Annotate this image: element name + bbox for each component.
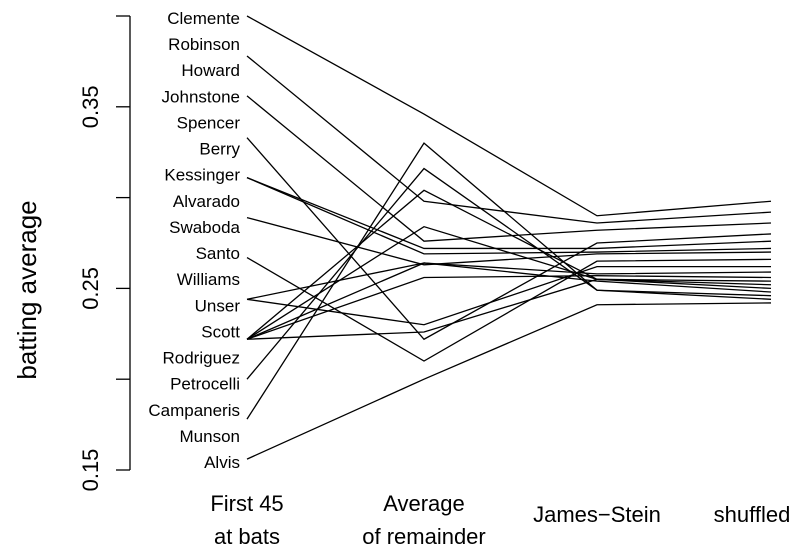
player-label-petrocelli: Petrocelli — [170, 375, 240, 394]
series-line-williams — [246, 275, 772, 340]
x-category-label: First 45 — [210, 491, 283, 516]
x-category-label: at bats — [214, 524, 280, 549]
y-tick-label: 0.15 — [78, 449, 103, 492]
player-label-alvarado: Alvarado — [173, 192, 240, 211]
player-label-williams: Williams — [177, 270, 240, 289]
series-line-robinson — [246, 55, 772, 224]
player-label-swaboda: Swaboda — [169, 218, 240, 237]
player-label-santo: Santo — [196, 244, 240, 263]
player-label-spencer: Spencer — [177, 113, 241, 132]
y-tick-label: 0.25 — [78, 267, 103, 310]
player-label-scott: Scott — [201, 322, 240, 341]
x-axis: First 45 at bats Average of remainder James−… — [210, 491, 790, 549]
series-line-unser — [246, 189, 772, 340]
series-line-petrocelli — [246, 262, 772, 340]
series-line-spencer — [246, 177, 772, 250]
series-line-kessinger — [246, 216, 772, 266]
x-category-label: James−Stein — [533, 502, 661, 527]
series-line-campaneris — [246, 167, 772, 380]
series-line-alvis — [246, 302, 772, 460]
player-label-clemente: Clemente — [167, 9, 240, 28]
y-axis: 0.15 0.25 0.35 — [78, 15, 131, 492]
x-category-label: shuffled — [714, 502, 791, 527]
player-label-unser: Unser — [195, 296, 241, 315]
player-label-campaneris: Campaneris — [148, 401, 240, 420]
player-labels: Clemente Robinson Howard Johnstone Spencer Be… — [148, 9, 240, 472]
series-line-clemente — [246, 15, 772, 217]
x-category-label: of remainder — [362, 524, 486, 549]
player-label-alvis: Alvis — [204, 453, 240, 472]
series-line-scott — [246, 278, 772, 340]
player-label-berry: Berry — [199, 140, 240, 159]
player-label-howard: Howard — [181, 61, 240, 80]
series-line-rodriguez — [246, 225, 772, 340]
series-line-swaboda — [246, 265, 771, 326]
y-axis-label: batting average — [12, 200, 42, 379]
player-label-munson: Munson — [180, 427, 240, 446]
series-line-alvarado — [246, 256, 772, 362]
series-line-munson — [246, 142, 772, 420]
player-label-robinson: Robinson — [168, 35, 240, 54]
player-label-kessinger: Kessinger — [164, 166, 240, 185]
x-category-label: Average — [383, 491, 465, 516]
series-line-johnstone — [246, 137, 772, 341]
series-line-howard — [246, 95, 772, 242]
player-label-rodriguez: Rodriguez — [163, 349, 241, 368]
series-lines — [246, 15, 772, 460]
y-tick-label: 0.35 — [78, 85, 103, 128]
player-label-johnstone: Johnstone — [162, 87, 240, 106]
